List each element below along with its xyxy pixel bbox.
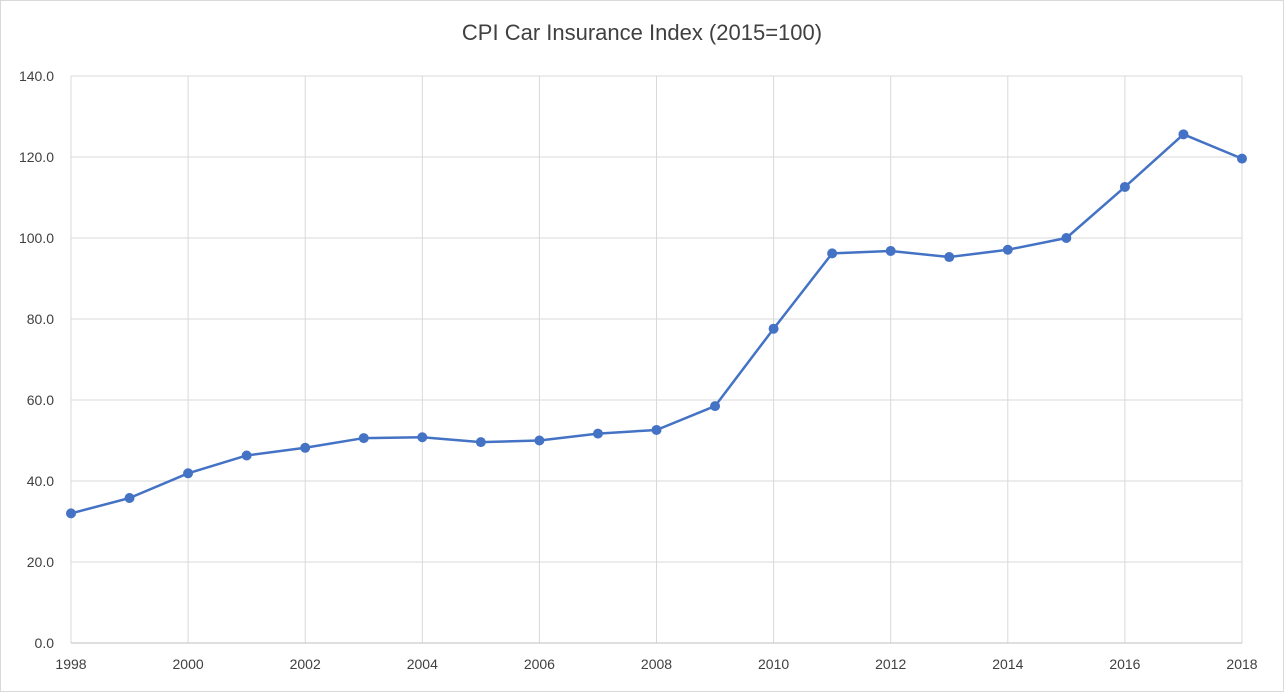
x-tick-label: 2004 xyxy=(407,656,438,672)
data-point xyxy=(944,252,955,263)
y-tick-label: 100.0 xyxy=(19,230,54,246)
y-tick-label: 20.0 xyxy=(27,554,54,570)
x-tick-label: 1998 xyxy=(55,656,86,672)
data-point xyxy=(534,435,545,446)
data-point xyxy=(358,433,369,444)
data-point xyxy=(710,401,721,412)
x-tick-label: 2008 xyxy=(641,656,672,672)
x-tick-label: 2018 xyxy=(1226,656,1257,672)
x-tick-label: 2000 xyxy=(173,656,204,672)
data-point xyxy=(1119,181,1130,192)
y-tick-label: 80.0 xyxy=(27,311,54,327)
chart-title: CPI Car Insurance Index (2015=100) xyxy=(461,20,823,45)
data-point xyxy=(241,450,252,461)
data-point xyxy=(592,428,603,439)
data-point xyxy=(475,437,486,448)
y-tick-label: 140.0 xyxy=(19,68,54,84)
data-point xyxy=(66,508,76,519)
data-point xyxy=(417,432,428,443)
x-tick-labels: 1998 2000 2002 2004 2006 2008 2010 2012 2014 2016… xyxy=(55,656,1257,672)
x-tick-label: 2010 xyxy=(758,656,789,672)
gridlines xyxy=(70,75,1243,643)
data-point xyxy=(651,424,662,435)
y-tick-label: 0.0 xyxy=(35,635,55,651)
data-point xyxy=(1178,129,1189,140)
data-point xyxy=(827,248,838,259)
series xyxy=(66,129,1247,519)
y-tick-labels: 0.0 20.0 40.0 60.0 80.0 100.0 120.0 140.0 xyxy=(19,68,54,651)
y-tick-label: 40.0 xyxy=(27,473,54,489)
data-point xyxy=(183,468,194,479)
x-tick-label: 2002 xyxy=(290,656,321,672)
x-tick-label: 2014 xyxy=(992,656,1023,672)
x-tick-label: 2012 xyxy=(875,656,906,672)
y-tick-label: 60.0 xyxy=(27,392,54,408)
data-point xyxy=(300,442,311,453)
data-point xyxy=(1002,244,1013,255)
x-tick-label: 2006 xyxy=(524,656,555,672)
data-point xyxy=(768,323,779,334)
data-point xyxy=(1237,153,1247,164)
x-tick-label: 2016 xyxy=(1109,656,1140,672)
data-point xyxy=(885,245,896,256)
data-point xyxy=(1061,233,1072,243)
y-tick-label: 120.0 xyxy=(19,149,54,165)
data-point xyxy=(124,493,135,504)
